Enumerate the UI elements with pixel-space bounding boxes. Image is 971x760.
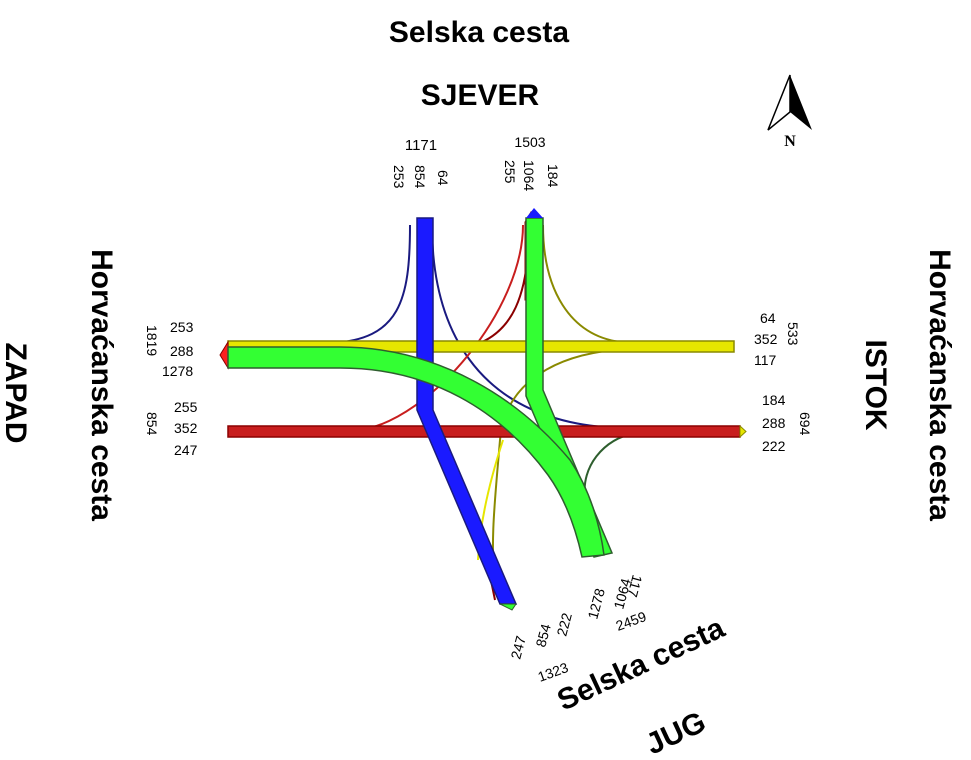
- south-direction-label: JUG: [641, 705, 711, 760]
- north-out-total: 1503: [514, 134, 545, 150]
- west-in-3: 1278: [162, 363, 193, 379]
- west-out-1: 255: [174, 399, 198, 415]
- green-north-cap: [526, 208, 543, 218]
- east-in-2: 352: [754, 331, 778, 347]
- east-in-1: 64: [760, 310, 776, 326]
- north-out-1: 255: [502, 160, 518, 184]
- red-arrow-east: [739, 424, 747, 439]
- north-in-2: 854: [412, 165, 428, 189]
- red-arrow-west: [219, 340, 229, 370]
- red-road: [219, 340, 747, 439]
- south-out-3: 117: [624, 573, 645, 599]
- south-road-name: Selska cesta: [552, 611, 730, 717]
- west-out-total: 854: [144, 412, 160, 436]
- west-road-name: Horvaćanska cesta: [85, 249, 118, 521]
- east-in-total: 533: [785, 322, 801, 346]
- east-out-2: 288: [762, 415, 786, 431]
- curve-north-to-west-navy: [329, 224, 411, 344]
- north-road-name: Selska cesta: [389, 16, 569, 49]
- south-out-2: 1064: [610, 576, 634, 610]
- west-direction-label: ZAPAD: [0, 342, 32, 443]
- north-out-2: 1064: [521, 160, 537, 191]
- green-road-west: [227, 346, 605, 558]
- south-in-3: 222: [553, 611, 575, 638]
- west-in-total: 1819: [144, 325, 160, 356]
- south-out-1: 1278: [584, 586, 608, 620]
- east-out-3: 222: [762, 438, 786, 454]
- north-in-total: 1171: [405, 137, 437, 154]
- north-out-3: 184: [545, 164, 561, 188]
- south-in-2: 854: [532, 622, 554, 649]
- red-band: [227, 425, 741, 438]
- blue-road: [416, 217, 518, 611]
- west-out-2: 352: [174, 420, 198, 436]
- south-in-1: 247: [507, 634, 529, 661]
- north-in-3: 64: [435, 170, 451, 186]
- south-out-total: 2459: [614, 608, 649, 634]
- east-road-name: Horvaćanska cesta: [923, 249, 956, 521]
- curve-north-yellow-east: [542, 224, 621, 343]
- west-out-3: 247: [174, 442, 198, 458]
- east-direction-label: ISTOK: [859, 339, 892, 430]
- west-in-2: 288: [170, 343, 194, 359]
- compass-label: N: [784, 133, 796, 150]
- north-direction-label: SJEVER: [421, 79, 540, 112]
- east-in-3: 117: [754, 352, 777, 368]
- curve-north-to-east-navy: [431, 224, 616, 429]
- green-west-band: [227, 346, 605, 558]
- curve-north-out-red: [359, 224, 524, 431]
- blue-arrow-south: [499, 603, 517, 611]
- east-out-1: 184: [762, 392, 786, 408]
- curve-east-green-to-south: [583, 431, 641, 496]
- west-in-1: 253: [170, 319, 194, 335]
- east-out-total: 694: [797, 412, 813, 436]
- curve-east-to-south-yellow: [491, 349, 616, 591]
- north-arrow-icon: N: [767, 74, 812, 150]
- north-in-1: 253: [391, 165, 407, 189]
